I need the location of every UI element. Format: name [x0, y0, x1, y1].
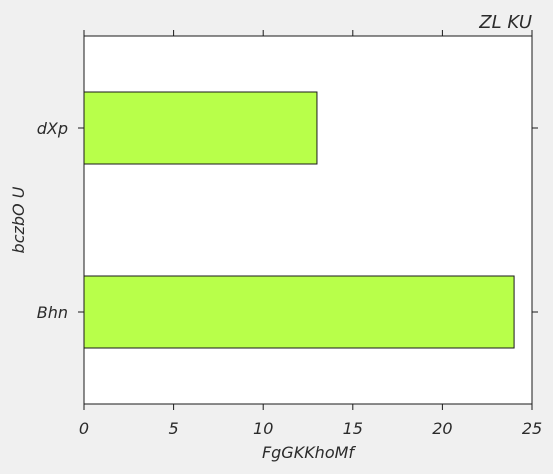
- y-tick-label: dXp: [37, 119, 68, 138]
- x-tick-label: 10: [253, 419, 273, 438]
- y-tick-label: Bhn: [37, 303, 68, 322]
- y-axis-title: bczbO U: [9, 186, 28, 253]
- chart-title: ZL KU: [478, 12, 532, 33]
- plot-frame: [83, 35, 533, 405]
- x-tick-label: 25: [522, 419, 542, 438]
- x-axis-ticks: 0 5 10 15 20 25: [79, 30, 542, 438]
- x-tick-label: 5: [169, 419, 179, 438]
- bar-bhn: [83, 275, 515, 349]
- plot-area: [84, 36, 532, 404]
- bar-group: [83, 91, 515, 349]
- y-axis-ticks: Bhn dXp: [37, 119, 538, 322]
- x-axis-title: FgGKKhoMf: [262, 443, 356, 462]
- x-tick-label: 0: [79, 419, 89, 438]
- bar-dxp: [83, 91, 318, 165]
- x-tick-label: 20: [432, 419, 452, 438]
- x-tick-label: 15: [343, 419, 363, 438]
